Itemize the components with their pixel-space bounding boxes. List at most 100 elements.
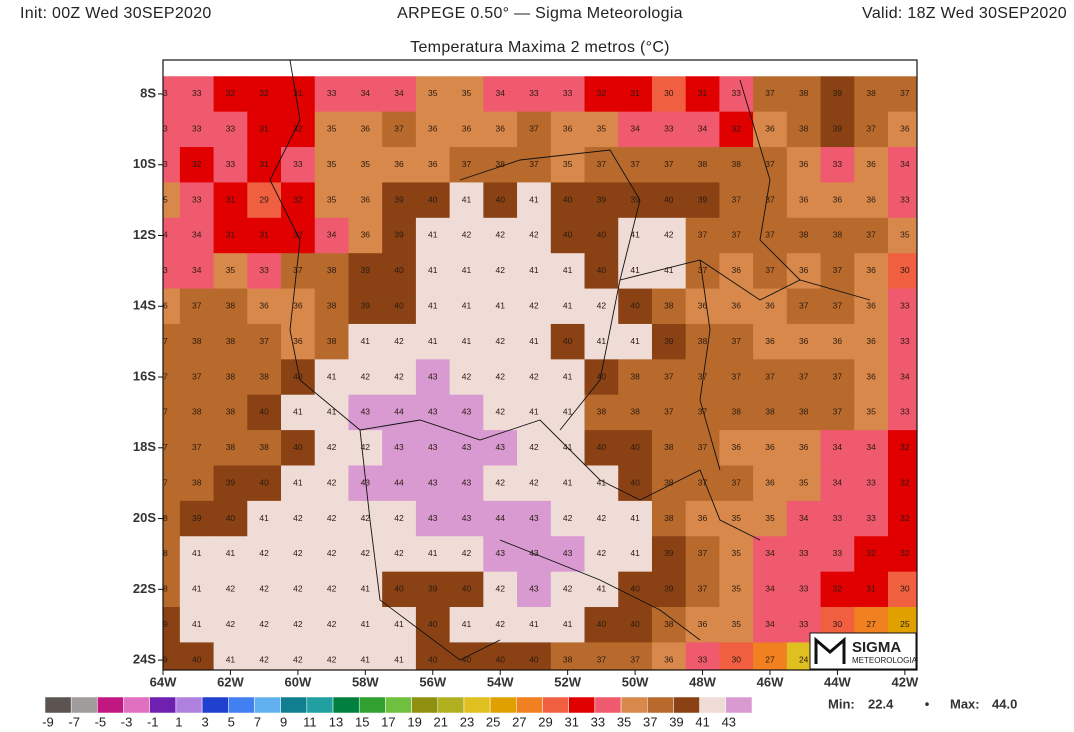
temp-cell xyxy=(719,111,754,148)
temp-cell xyxy=(163,359,181,396)
grid-value: 36 xyxy=(799,442,809,452)
temp-cell xyxy=(550,607,586,643)
grid-value: 34 xyxy=(192,265,202,275)
grid-value: 41 xyxy=(630,336,640,346)
grid-value: 43 xyxy=(495,548,505,558)
temp-cell xyxy=(449,607,484,643)
temp-cell xyxy=(651,571,687,608)
temp-cell xyxy=(550,571,586,608)
temp-cell xyxy=(618,182,653,219)
temp-cell xyxy=(550,394,586,431)
temp-cell xyxy=(314,465,349,502)
grid-value: 42 xyxy=(226,584,236,594)
temp-cell xyxy=(449,147,484,183)
temp-cell xyxy=(517,394,552,431)
temp-cell xyxy=(382,182,417,219)
grid-value: 34 xyxy=(900,159,910,169)
colorbar-label: -9 xyxy=(42,714,54,729)
temp-cell xyxy=(179,536,215,573)
temp-cell xyxy=(247,465,282,502)
temp-cell xyxy=(213,182,248,219)
grid-value: 35 xyxy=(765,513,775,523)
temp-cell xyxy=(854,288,889,325)
temp-cell xyxy=(820,359,855,396)
grid-value: 37 xyxy=(698,371,708,381)
temp-cell xyxy=(213,76,248,113)
temp-cell xyxy=(415,571,451,608)
grid-value: 42 xyxy=(495,230,505,240)
grid-value: 38 xyxy=(327,336,337,346)
temp-cell xyxy=(854,182,889,219)
grid-value: 38 xyxy=(833,230,843,240)
grid-value: 42 xyxy=(327,548,337,558)
temp-cell xyxy=(753,323,788,360)
grid-value: 34 xyxy=(900,371,910,381)
temp-cell xyxy=(820,500,855,537)
grid-value: 40 xyxy=(630,477,640,487)
temp-cell xyxy=(888,288,917,325)
grid-value: 33 xyxy=(158,265,168,275)
grid-value: 38 xyxy=(158,584,168,594)
grid-value: 32 xyxy=(259,88,269,98)
temp-cell xyxy=(854,536,889,573)
grid-value: 42 xyxy=(327,513,337,523)
temp-cell xyxy=(753,76,788,113)
temp-cell xyxy=(281,642,316,670)
grid-value: 41 xyxy=(664,265,674,275)
temp-cell xyxy=(618,500,653,537)
temp-cell xyxy=(550,253,586,290)
grid-value: 32 xyxy=(900,513,910,523)
grid-value: 34 xyxy=(866,442,876,452)
colorbar-swatch xyxy=(516,696,543,714)
temp-cell xyxy=(584,536,619,573)
grid-value: 43 xyxy=(428,513,438,523)
grid-value: 37 xyxy=(664,371,674,381)
temp-cell xyxy=(281,394,316,431)
grid-value: 42 xyxy=(462,371,472,381)
grid-value: 41 xyxy=(630,230,640,240)
temp-cell xyxy=(415,288,451,325)
grid-value: 42 xyxy=(361,371,371,381)
grid-value: 42 xyxy=(259,619,269,629)
grid-value: 42 xyxy=(563,513,573,523)
temp-cell xyxy=(213,253,248,290)
temp-cell xyxy=(786,500,822,537)
temp-cell xyxy=(854,217,889,254)
temp-cell xyxy=(753,536,788,573)
temp-cell xyxy=(382,76,417,113)
grid-value: 33 xyxy=(226,124,236,134)
temp-cell xyxy=(314,642,349,670)
colorbar-swatch xyxy=(725,696,753,714)
grid-value: 37 xyxy=(799,371,809,381)
temp-cell xyxy=(618,147,653,183)
temp-cell xyxy=(213,359,248,396)
temp-cell xyxy=(483,430,518,466)
grid-value: 37 xyxy=(158,336,168,346)
grid-value: 36 xyxy=(428,124,438,134)
x-tick-label: 54W xyxy=(487,674,514,689)
grid-value: 36 xyxy=(799,265,809,275)
grid-value: 37 xyxy=(158,371,168,381)
temp-cell xyxy=(247,359,282,396)
grid-value: 36 xyxy=(833,194,843,204)
temp-cell xyxy=(314,76,349,113)
temp-cell xyxy=(314,500,349,537)
temp-cell xyxy=(213,571,248,608)
grid-value: 40 xyxy=(630,584,640,594)
temp-cell xyxy=(247,76,282,113)
grid-value: 36 xyxy=(732,442,742,452)
colorbar-swatch xyxy=(620,696,648,714)
grid-value: 39 xyxy=(226,477,236,487)
temp-cell xyxy=(483,394,518,431)
temp-cell xyxy=(247,253,282,290)
grid-value: 42 xyxy=(495,477,505,487)
grid-value: 38 xyxy=(664,513,674,523)
temp-cell xyxy=(888,359,917,396)
x-tick-label: 42W xyxy=(891,674,918,689)
temp-cell xyxy=(618,536,653,573)
grid-value: 38 xyxy=(158,548,168,558)
temp-cell xyxy=(651,394,687,431)
temp-cell xyxy=(786,430,822,466)
grid-value: 32 xyxy=(293,194,303,204)
temp-cell xyxy=(415,642,451,670)
